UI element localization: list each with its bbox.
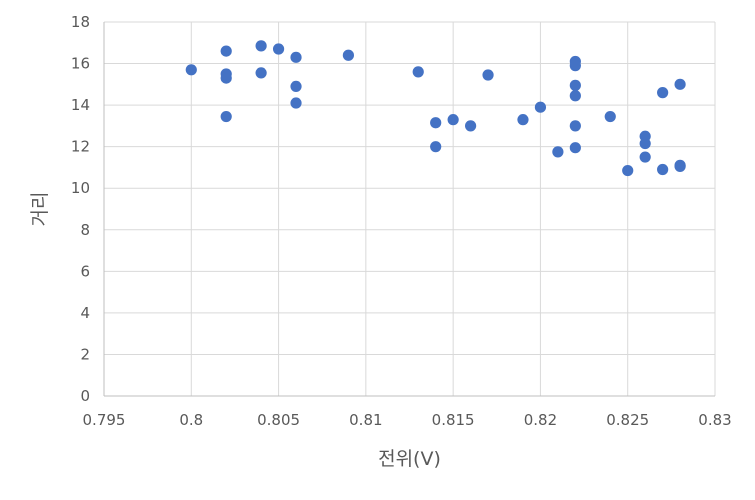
data-point	[290, 80, 302, 93]
data-point	[604, 110, 616, 123]
data-point	[272, 43, 285, 55]
y-tick-label: 10	[71, 179, 90, 197]
data-point	[290, 51, 302, 63]
data-point	[255, 40, 267, 52]
data-points	[185, 40, 686, 177]
data-point	[569, 120, 581, 132]
data-point	[517, 114, 529, 126]
x-tick-label: 0.82	[524, 411, 557, 429]
x-tick-label: 0.81	[349, 411, 382, 429]
data-point	[482, 69, 494, 81]
data-point	[569, 90, 581, 102]
data-point	[569, 142, 581, 154]
x-tick-label: 0.815	[432, 411, 475, 429]
x-tick-label: 0.8	[179, 411, 203, 429]
y-tick-label: 18	[71, 13, 90, 31]
data-point	[465, 120, 477, 132]
data-point	[220, 45, 232, 57]
data-point	[657, 163, 669, 176]
x-tick-label: 0.805	[257, 411, 300, 429]
x-tick-label: 0.795	[83, 411, 126, 429]
x-tick-label: 0.825	[606, 411, 649, 429]
data-point	[255, 67, 267, 79]
data-point	[430, 141, 442, 153]
data-point	[412, 66, 424, 78]
y-tick-label: 4	[80, 304, 90, 322]
data-point	[185, 64, 197, 76]
x-axis-title: 전위(V)	[378, 448, 441, 470]
y-tick-label: 8	[80, 221, 90, 239]
data-point	[657, 87, 669, 99]
data-point	[552, 146, 564, 158]
y-tick-label: 6	[80, 262, 90, 280]
y-tick-label: 12	[71, 138, 90, 156]
axes	[103, 22, 715, 397]
y-tick-label: 0	[80, 387, 90, 405]
y-axis-title: 거리	[29, 192, 51, 227]
data-point	[430, 117, 442, 129]
data-point	[447, 114, 459, 126]
data-point	[639, 151, 651, 163]
data-point	[622, 164, 634, 177]
data-point	[569, 79, 581, 91]
data-point	[534, 101, 547, 113]
data-point	[342, 49, 354, 61]
gridlines	[104, 21, 716, 396]
x-tick-label: 0.83	[698, 411, 731, 429]
data-point	[674, 159, 686, 171]
tick-labels: 0 2 4 6 8 10 12 14 16 18 0.795 0.8 0.805 0.81 0.815 0.8…	[71, 13, 732, 429]
data-point	[674, 78, 686, 90]
y-tick-label: 2	[80, 345, 90, 363]
data-point	[220, 110, 232, 123]
data-point	[220, 72, 232, 84]
y-tick-label: 16	[71, 55, 90, 73]
data-point	[569, 60, 581, 72]
data-point	[639, 137, 651, 150]
y-tick-label: 14	[71, 96, 90, 114]
data-point	[290, 97, 302, 109]
